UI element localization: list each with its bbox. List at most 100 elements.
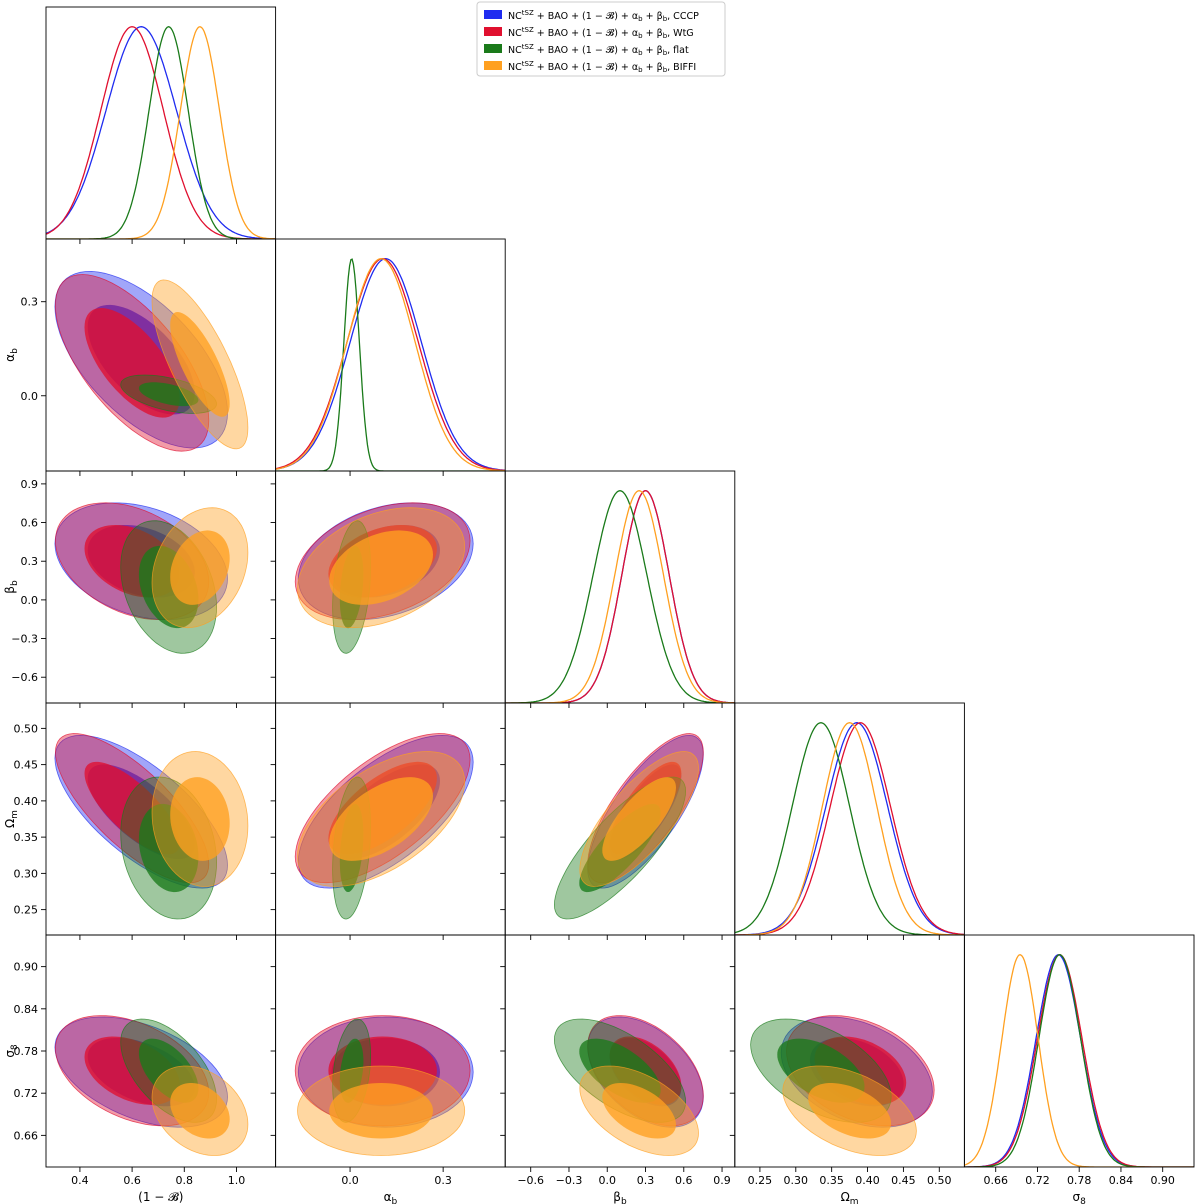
y-tick-label-beta: −0.3 <box>11 633 38 646</box>
panel-frame <box>275 238 506 472</box>
panel-contents <box>275 258 506 471</box>
panels-group: 0.0 0.3 αb −0.6 −0.3 0.0 0.3 0.6 0.9 βb 0.25 0.30 0.… <box>3 6 1195 1204</box>
x-tick-label-bias: 0.6 <box>123 1174 141 1187</box>
y-axis-label-beta: βb <box>3 580 20 594</box>
panel-s8-vs-beta: −0.6 −0.3 0.0 0.3 0.6 0.9 βb <box>500 934 736 1204</box>
panel-s8-vs-om: 0.25 0.30 0.35 0.40 0.45 0.50 Ωm <box>729 934 965 1204</box>
panel-beta-vs-bias: −0.6 −0.3 0.0 0.3 0.6 0.9 βb <box>3 470 277 708</box>
marginal-curve-flat-beta <box>505 490 735 703</box>
marginal-curve-BIFFI-bias <box>46 26 276 239</box>
legend-swatch-flat <box>484 44 502 53</box>
panel-alpha-vs-alpha <box>275 238 506 476</box>
marginal-curve-flat-om <box>734 722 965 935</box>
y-tick-label-s8: 0.66 <box>14 1129 39 1142</box>
panel-contents <box>54 270 249 452</box>
legend-label-BIFFI: NCtSZ + BAO + (1 − 𝓑) + αb + βb, BIFFI <box>508 60 696 74</box>
marginal-curve-WtG-beta <box>505 490 735 703</box>
contour-68-BIFFI-s8-vs-om <box>808 1083 891 1139</box>
contour-68-BIFFI-alpha-vs-bias <box>170 312 230 417</box>
panel-beta-vs-beta <box>504 470 736 708</box>
panel-s8-vs-s8: 0.66 0.72 0.78 0.84 0.90 σ8 <box>963 934 1195 1204</box>
panel-contents <box>294 1015 474 1156</box>
y-tick-label-om: 0.25 <box>14 904 39 917</box>
x-tick-label-s8: 0.90 <box>1150 1174 1175 1187</box>
y-axis-label-alpha: αb <box>3 348 20 362</box>
x-tick-label-s8: 0.66 <box>983 1174 1008 1187</box>
panel-contents <box>54 1015 249 1156</box>
marginal-curve-flat-s8 <box>964 954 1194 1167</box>
panel-contents <box>294 502 474 654</box>
marginal-curve-WtG-alpha <box>275 258 506 471</box>
marginal-curve-BIFFI-beta <box>505 490 735 703</box>
y-tick-label-beta: 0.3 <box>21 555 39 568</box>
contour-68-BIFFI-beta-vs-alpha <box>329 530 433 605</box>
x-tick-label-bias: 1.0 <box>228 1174 246 1187</box>
marginal-curve-CCCP-bias <box>46 26 276 239</box>
contour-68-BIFFI-s8-vs-alpha <box>329 1083 433 1139</box>
y-tick-label-beta: 0.9 <box>21 478 39 491</box>
y-tick-label-s8: 0.78 <box>14 1045 39 1058</box>
panel-frame <box>963 934 1195 1168</box>
x-tick-label-beta: 0.3 <box>637 1174 655 1187</box>
x-tick-label-om: 0.25 <box>748 1174 773 1187</box>
marginal-curve-CCCP-om <box>734 722 965 935</box>
x-axis-label-bias: (1 − 𝓑) <box>138 1190 183 1204</box>
panel-s8-vs-alpha: 0.0 0.3 αb <box>270 934 506 1204</box>
y-tick-label-s8: 0.90 <box>14 961 39 974</box>
x-tick-label-beta: 0.9 <box>713 1174 731 1187</box>
y-tick-label-om: 0.30 <box>14 867 39 880</box>
legend-label-CCCP: NCtSZ + BAO + (1 − 𝓑) + αb + βb, CCCP <box>508 9 699 23</box>
panel-contents <box>505 490 735 703</box>
legend: NCtSZ + BAO + (1 − 𝓑) + αb + βb, CCCP NCt… <box>476 1 726 77</box>
y-tick-label-om: 0.50 <box>14 722 39 735</box>
panel-frame <box>734 702 965 936</box>
contour-68-BIFFI-om-vs-alpha <box>329 777 433 861</box>
panel-contents <box>294 733 474 920</box>
x-tick-label-s8: 0.84 <box>1109 1174 1134 1187</box>
panel-contents <box>553 1015 704 1156</box>
marginal-curve-flat-alpha <box>275 258 506 471</box>
contour-68-flat-s8-vs-beta <box>579 1038 661 1103</box>
panel-s8-vs-bias: 0.4 0.6 0.8 1.0 0.66 0.72 0.78 0.84 0.90 (1 − 𝓑) σ… <box>3 934 277 1204</box>
panel-contents <box>54 502 249 654</box>
x-tick-label-alpha: 0.0 <box>341 1174 359 1187</box>
contour-68-BIFFI-om-vs-beta <box>602 777 676 861</box>
x-axis-label-s8: σ8 <box>1073 1190 1087 1204</box>
legend-swatch-WtG <box>484 27 502 36</box>
y-tick-label-beta: 0.0 <box>21 594 39 607</box>
y-tick-label-s8: 0.84 <box>14 1003 39 1016</box>
marginal-curve-CCCP-alpha <box>275 258 506 471</box>
x-tick-label-beta: 0.0 <box>598 1174 616 1187</box>
y-tick-label-om: 0.35 <box>14 831 39 844</box>
contour-68-BIFFI-s8-vs-beta <box>602 1083 676 1139</box>
x-tick-label-om: 0.40 <box>855 1174 880 1187</box>
y-axis-label-s8: σ8 <box>3 1044 20 1058</box>
panel-om-vs-om <box>734 702 965 940</box>
x-tick-label-beta: −0.3 <box>556 1174 583 1187</box>
y-tick-label-alpha: 0.3 <box>21 296 39 309</box>
panel-contents <box>964 954 1194 1167</box>
x-axis-label-om: Ωm <box>841 1190 859 1204</box>
panel-om-vs-bias: 0.25 0.30 0.35 0.40 0.45 0.50 Ωm <box>3 702 277 940</box>
panel-contents <box>54 733 249 920</box>
legend-swatch-BIFFI <box>484 61 502 70</box>
x-tick-label-bias: 0.8 <box>176 1174 194 1187</box>
legend-label-WtG: NCtSZ + BAO + (1 − 𝓑) + αb + βb, WtG <box>508 26 694 40</box>
marginal-curve-BIFFI-alpha <box>275 258 506 471</box>
contour-68-BIFFI-om-vs-bias <box>170 777 230 861</box>
panel-alpha-vs-bias: 0.0 0.3 αb <box>3 238 277 476</box>
x-tick-label-beta: −0.6 <box>517 1174 544 1187</box>
x-tick-label-om: 0.50 <box>927 1174 952 1187</box>
x-tick-label-beta: 0.6 <box>675 1174 693 1187</box>
contour-68-BIFFI-beta-vs-bias <box>170 530 230 605</box>
legend-swatch-CCCP <box>484 10 502 19</box>
y-axis-label-om: Ωm <box>3 810 20 828</box>
panel-contents <box>553 733 704 920</box>
x-tick-label-bias: 0.4 <box>71 1174 89 1187</box>
y-tick-label-alpha: 0.0 <box>21 390 39 403</box>
y-tick-label-beta: 0.6 <box>21 517 39 530</box>
x-tick-label-om: 0.30 <box>784 1174 809 1187</box>
y-tick-label-om: 0.40 <box>14 795 39 808</box>
x-tick-label-om: 0.45 <box>891 1174 916 1187</box>
marginal-curve-WtG-om <box>734 722 965 935</box>
